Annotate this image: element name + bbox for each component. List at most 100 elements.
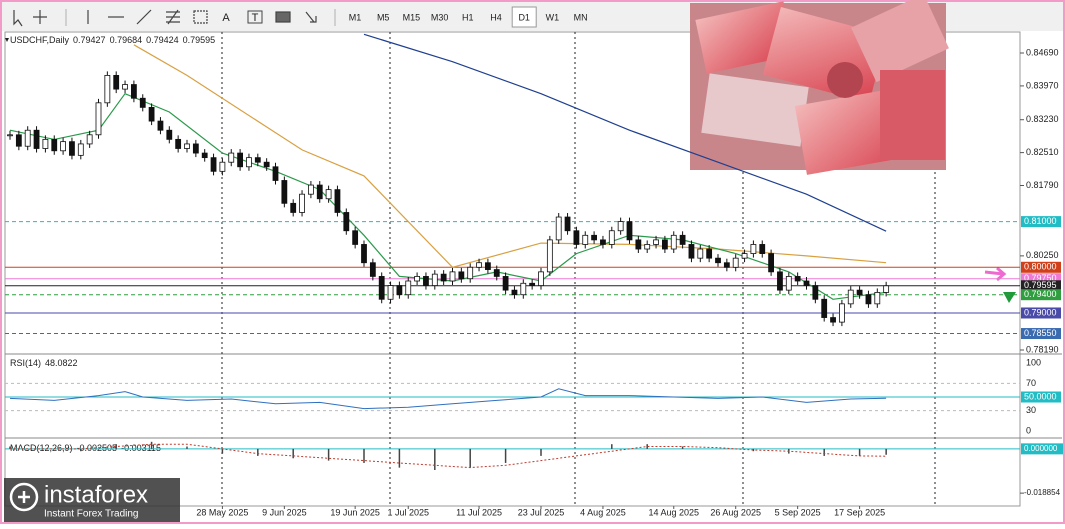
candle — [15, 134, 22, 147]
y-tick-label: 0.81790 — [1026, 180, 1059, 190]
timeframe-button[interactable]: W1 — [546, 12, 560, 22]
candle — [653, 239, 659, 245]
level-label-box — [1021, 289, 1061, 301]
candle — [617, 221, 624, 232]
channel-tool[interactable] — [193, 10, 208, 24]
y-tick-label: 0.84690 — [1026, 47, 1059, 57]
candle — [493, 269, 500, 277]
candle — [396, 285, 403, 296]
candle — [263, 161, 270, 168]
x-tick-label: 19 Jun 2025 — [330, 507, 380, 517]
header-value: 48.0822 — [45, 358, 78, 368]
candle — [237, 152, 244, 168]
period-separators — [221, 32, 936, 506]
timeframe-button[interactable]: M15 — [403, 12, 421, 22]
candle — [299, 193, 305, 213]
candle — [378, 276, 385, 300]
macd-tick-box — [1021, 443, 1063, 455]
x-tick-label: 9 Jun 2025 — [262, 507, 307, 517]
candle — [750, 244, 757, 254]
candle — [77, 143, 84, 156]
candle — [874, 292, 881, 305]
candle — [839, 303, 845, 323]
candle — [821, 298, 828, 318]
level-label: 0.79750 — [1024, 273, 1057, 283]
candle — [679, 234, 686, 245]
candle — [184, 143, 190, 149]
header-value: 0.79424 — [146, 35, 179, 45]
header-value: 0.79684 — [110, 35, 143, 45]
rsi-level-label: 50.0000 — [1024, 391, 1057, 401]
y-tick-label: 0.78190 — [1026, 344, 1059, 354]
level-label: 0.81000 — [1024, 216, 1057, 226]
macd-tick-label: 0.000000 — [1024, 444, 1058, 453]
timeframe-button[interactable]: MN — [574, 12, 588, 22]
timeframe-button[interactable]: H1 — [462, 12, 474, 22]
candle — [670, 234, 677, 250]
timeframe-button[interactable]: M5 — [377, 12, 390, 22]
candle — [635, 239, 642, 250]
candle — [361, 244, 367, 264]
candle — [467, 266, 474, 280]
candle — [608, 230, 615, 245]
level-label-box — [1021, 216, 1061, 228]
candle — [777, 271, 783, 291]
candle — [113, 74, 120, 90]
crosshair-tool[interactable] — [33, 10, 47, 24]
candle — [538, 271, 544, 286]
candle — [33, 129, 40, 149]
x-tick-label: 11 Jul 2025 — [456, 507, 502, 517]
trendline-tool[interactable] — [136, 9, 152, 25]
candle — [219, 161, 226, 172]
candle — [723, 262, 730, 268]
candle — [122, 84, 128, 90]
candle — [157, 120, 164, 131]
pink-arrow — [984, 266, 1007, 282]
rect-tool[interactable] — [275, 11, 291, 23]
candle — [706, 248, 713, 259]
candle — [883, 285, 890, 293]
candle — [201, 152, 208, 159]
cursor-tool[interactable] — [13, 10, 23, 27]
candle — [812, 285, 819, 300]
tool-button[interactable]: T — [252, 12, 259, 24]
rsi-tick-label: 0 — [1026, 425, 1031, 435]
level-label: 0.79595 — [1024, 280, 1057, 290]
timeframe-button[interactable]: D1 — [518, 12, 530, 22]
y-tick-label: 0.83970 — [1026, 80, 1059, 90]
candle — [520, 282, 527, 296]
tool-button[interactable]: A — [222, 12, 230, 24]
x-tick-label: 23 Jul 2025 — [518, 507, 565, 517]
separator — [65, 9, 336, 26]
arrow-tool[interactable] — [305, 11, 317, 23]
candle — [210, 157, 217, 172]
candle — [281, 180, 288, 204]
timeframe-button[interactable]: H4 — [490, 12, 502, 22]
candle — [316, 184, 323, 200]
candle — [423, 276, 429, 286]
timeframe-button[interactable]: M1 — [349, 12, 362, 22]
candle — [644, 244, 651, 250]
rsi-tick-label: 70 — [1026, 378, 1036, 388]
candle — [768, 253, 774, 273]
candle — [856, 289, 863, 296]
rsi-level-box — [1021, 391, 1061, 403]
candle — [591, 234, 597, 241]
rsi-tick-label: 30 — [1026, 405, 1036, 415]
timeframe-button[interactable]: M30 — [431, 12, 449, 22]
candle — [741, 253, 748, 259]
candle — [42, 138, 49, 149]
header-marker — [5, 38, 9, 42]
candle — [564, 216, 571, 232]
y-tick-label: 0.83230 — [1026, 114, 1059, 124]
candle — [688, 244, 695, 259]
candle — [546, 239, 553, 273]
candle — [449, 271, 456, 282]
fibo-tool[interactable] — [166, 9, 180, 25]
header-value: 0.79595 — [183, 35, 216, 45]
x-tick-label: 28 May 2025 — [196, 507, 248, 517]
level-label: 0.80000 — [1024, 262, 1057, 272]
candle — [476, 262, 482, 268]
x-tick-label: 14 Aug 2025 — [648, 507, 699, 517]
